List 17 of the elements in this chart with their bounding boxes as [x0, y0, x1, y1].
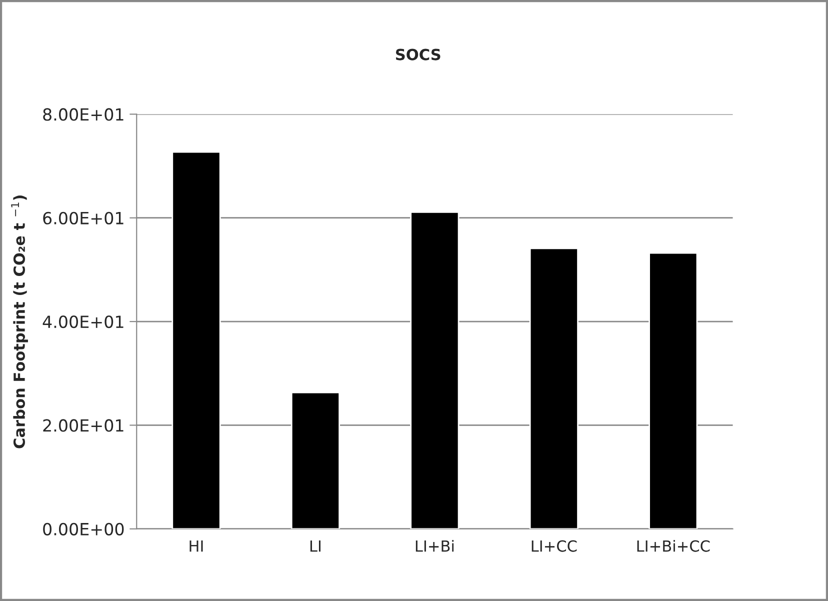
x-tick-label: LI: [310, 540, 320, 552]
y-tick-label: 4.00E+01: [42, 315, 124, 328]
x-tick-label: LI+Bi: [416, 540, 454, 552]
y-tick-label: 6.00E+01: [43, 212, 124, 224]
y-tick-label: 0.00E+00: [43, 522, 124, 536]
chart-title: SOCS: [396, 48, 440, 60]
bar: [172, 151, 221, 529]
bar: [410, 211, 460, 529]
y-axis-title: Carbon Footprint (t CO₂e t $^{−1}$): [11, 196, 28, 448]
y-tick-label: 2.00E+01: [43, 419, 124, 432]
x-tick-label: LI+Bi+CC: [637, 540, 710, 552]
bar: [290, 392, 340, 529]
bar: [648, 252, 698, 529]
bar: [529, 248, 578, 529]
x-tick-label: LI+CC: [532, 540, 577, 552]
y-tick-label: 8.00E+01: [43, 108, 124, 121]
x-tick-label: HI: [190, 540, 203, 552]
